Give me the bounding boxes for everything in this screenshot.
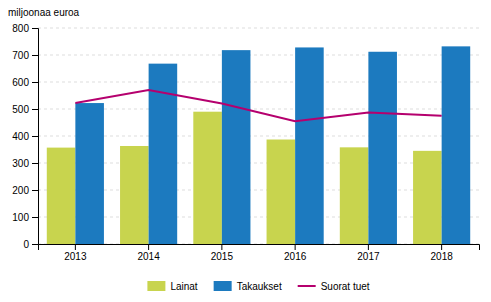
x-tick: 2013: [64, 244, 87, 262]
x-tick-label: 2015: [211, 251, 234, 262]
y-tick-label: 400: [12, 131, 29, 142]
y-tick-label: 0: [23, 239, 29, 250]
grid-line: [38, 190, 479, 191]
y-tick-label: 700: [12, 50, 29, 61]
chart: 0100200300400500600700800201320142015201…: [0, 0, 491, 302]
bar: [340, 147, 369, 244]
x-tick-label: 2013: [64, 251, 87, 262]
y-tick-mark: [32, 109, 38, 110]
plot-area: 0100200300400500600700800201320142015201…: [12, 23, 479, 262]
bar-series: [75, 46, 470, 244]
x-tick-label: 2017: [357, 251, 380, 262]
x-axis: 2013 2014 2015 2016 2017 2018: [39, 244, 480, 262]
bar: [295, 47, 324, 244]
x-tick-mark: [368, 244, 369, 250]
bar: [47, 148, 76, 244]
legend-label: Takaukset: [237, 281, 282, 292]
y-tick-mark: [32, 55, 38, 56]
x-tick-label: 2014: [137, 251, 160, 262]
x-tick: 2016: [284, 244, 307, 262]
y-axis: 0 100 200 300 400 500 600 700 800: [12, 23, 38, 250]
y-tick: 0: [23, 239, 38, 250]
x-tick-mark: [148, 244, 149, 250]
y-tick: 200: [12, 185, 38, 196]
y-tick-mark: [32, 190, 38, 191]
marks: [47, 46, 470, 244]
bar: [267, 140, 296, 244]
legend-swatch: [147, 281, 165, 291]
grid-line: [38, 82, 479, 83]
y-tick-label: 200: [12, 185, 29, 196]
x-tick: 2014: [137, 244, 160, 262]
y-tick: 300: [12, 158, 38, 169]
y-tick-label: 600: [12, 77, 29, 88]
bar: [368, 52, 397, 244]
x-tick: 2018: [431, 244, 454, 262]
legend-swatch: [298, 285, 316, 287]
bar: [442, 46, 471, 244]
y-tick-mark: [32, 244, 38, 245]
y-tick: 600: [12, 77, 38, 88]
bar: [75, 103, 104, 244]
grid-line: [38, 136, 479, 137]
y-tick-mark: [32, 28, 38, 29]
x-tick-mark: [441, 244, 442, 250]
bar: [413, 151, 442, 244]
bar: [222, 50, 251, 244]
x-tick: 2015: [211, 244, 234, 262]
legend: Lainat Takaukset Suorat tuet: [147, 281, 369, 292]
grid: [38, 28, 479, 244]
legend-item: Suorat tuet: [298, 281, 370, 292]
x-tick-mark: [75, 244, 76, 250]
x-tick-mark: [295, 244, 296, 250]
bar: [193, 112, 222, 244]
y-tick-mark: [32, 163, 38, 164]
bar: [120, 146, 149, 244]
y-tick-label: 300: [12, 158, 29, 169]
grid-line: [38, 55, 479, 56]
grid-line: [38, 28, 479, 29]
y-tick-label: 500: [12, 104, 29, 115]
y-tick: 700: [12, 50, 38, 61]
legend-item: Takaukset: [214, 281, 282, 292]
y-tick-label: 800: [12, 23, 29, 34]
x-tick-label: 2016: [284, 251, 307, 262]
legend-swatch: [214, 281, 232, 291]
legend-item: Lainat: [147, 281, 197, 292]
y-tick: 400: [12, 131, 38, 142]
y-tick: 500: [12, 104, 38, 115]
x-tick: 2017: [357, 244, 380, 262]
x-axis-line: [39, 245, 480, 251]
x-tick-label: 2018: [431, 251, 454, 262]
legend-label: Lainat: [170, 281, 197, 292]
y-tick-mark: [32, 217, 38, 218]
y-tick-mark: [32, 82, 38, 83]
grid-line: [38, 217, 479, 218]
y-tick-mark: [32, 136, 38, 137]
y-axis-label: miljoonaa euroa: [8, 7, 80, 18]
grid-line: [38, 163, 479, 164]
y-axis-line: [32, 29, 39, 245]
grid-line: [38, 109, 479, 110]
legend-label: Suorat tuet: [321, 281, 370, 292]
x-tick-mark: [221, 244, 222, 250]
line: [75, 90, 441, 121]
y-tick-label: 100: [12, 212, 29, 223]
y-tick: 100: [12, 212, 38, 223]
y-tick: 800: [12, 23, 38, 34]
